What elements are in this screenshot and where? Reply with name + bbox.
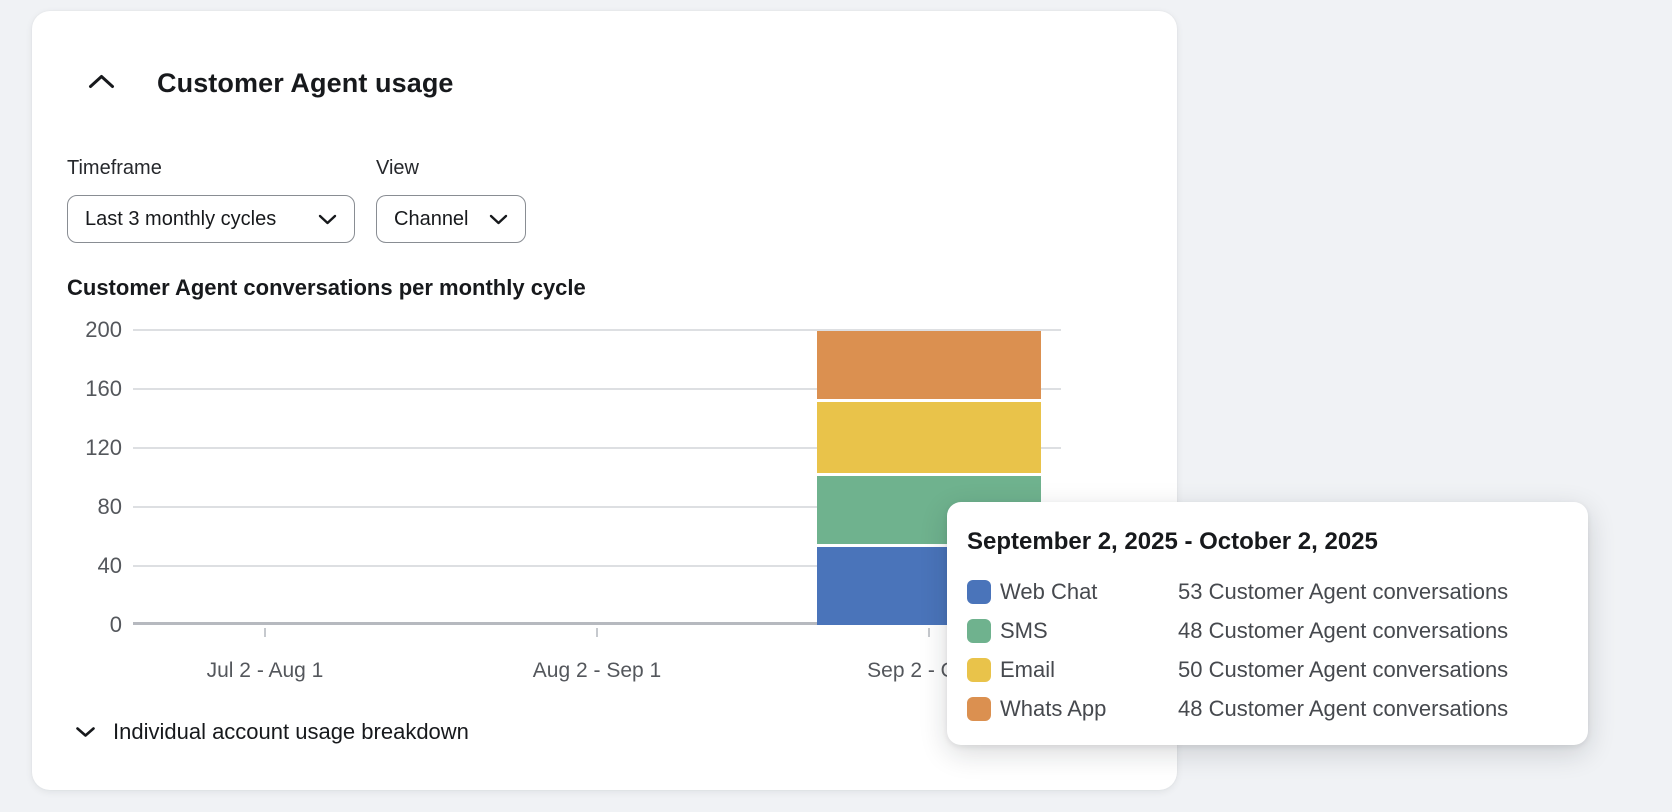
tooltip-row: Whats App 48 Customer Agent conversations [967,689,1568,728]
chevron-down-icon [318,208,337,231]
customer-agent-usage-card: Customer Agent usage Timeframe Last 3 mo… [32,11,1177,790]
tooltip-title: September 2, 2025 - October 2, 2025 [967,528,1378,555]
tooltip-row-value: 50 Customer Agent conversations [1178,656,1509,682]
timeframe-label: Timeframe [67,157,162,179]
card-title: Customer Agent usage [157,67,454,98]
bar-segment-email[interactable] [817,402,1041,476]
chart-tooltip: September 2, 2025 - October 2, 2025 Web … [947,502,1588,745]
x-axis-label: Aug 2 - Sep 1 [532,659,662,682]
y-tick-label: 120 [85,435,122,460]
tooltip-row: Web Chat 53 Customer Agent conversations [967,572,1568,611]
tooltip-row: SMS 48 Customer Agent conversations [967,611,1568,650]
tooltip-row-label: Whats App [1000,695,1107,721]
tooltip-row-label: Web Chat [1000,578,1098,604]
x-tick-mark [264,628,266,637]
legend-swatch-sms [967,618,991,643]
legend-swatch-email [967,657,991,682]
y-tick-label: 40 [97,553,122,578]
y-tick-label: 80 [97,494,122,519]
y-tick-label: 200 [85,317,122,342]
gridline [133,565,1061,567]
plot-area [133,329,1061,625]
gridline [133,506,1061,508]
x-tick-mark [928,628,930,637]
gridline [133,329,1061,331]
x-axis-label: Jul 2 - Aug 1 [206,659,324,682]
view-control: View Channel [376,157,526,243]
breakdown-label: Individual account usage breakdown [113,719,469,744]
chart-title: Customer Agent conversations per monthly… [67,275,586,300]
breakdown-toggle[interactable]: Individual account usage breakdown [75,719,469,745]
tooltip-row-label: SMS [1000,617,1048,643]
tooltip-row-value: 48 Customer Agent conversations [1178,617,1509,643]
chevron-down-icon [75,719,113,745]
chevron-down-icon [489,208,508,231]
timeframe-control: Timeframe Last 3 monthly cycles [67,157,355,243]
view-select-value: Channel [394,207,469,230]
card-header: Customer Agent usage [82,66,454,100]
collapse-section-button[interactable] [82,66,120,100]
tooltip-row-value: 48 Customer Agent conversations [1178,695,1509,721]
tooltip-row-value: 53 Customer Agent conversations [1178,578,1509,604]
tooltip-legend: Web Chat 53 Customer Agent conversations S… [967,572,1568,728]
gridline [133,388,1061,390]
y-tick-label: 160 [85,376,122,401]
tooltip-row: Email 50 Customer Agent conversations [967,650,1568,689]
legend-swatch-whats-app [967,696,991,721]
chevron-up-icon [88,74,115,92]
timeframe-select[interactable]: Last 3 monthly cycles [67,195,355,243]
timeframe-select-value: Last 3 monthly cycles [85,207,277,230]
view-label: View [376,157,419,179]
chart-controls: Timeframe Last 3 monthly cycles View Cha… [67,157,526,243]
x-tick-mark [596,628,598,637]
tooltip-row-label: Email [1000,656,1056,682]
view-select[interactable]: Channel [376,195,526,243]
y-tick-label: 0 [109,612,122,637]
bar-segment-whats-app[interactable] [817,331,1041,402]
gridline [133,447,1061,449]
legend-swatch-web-chat [967,579,991,604]
